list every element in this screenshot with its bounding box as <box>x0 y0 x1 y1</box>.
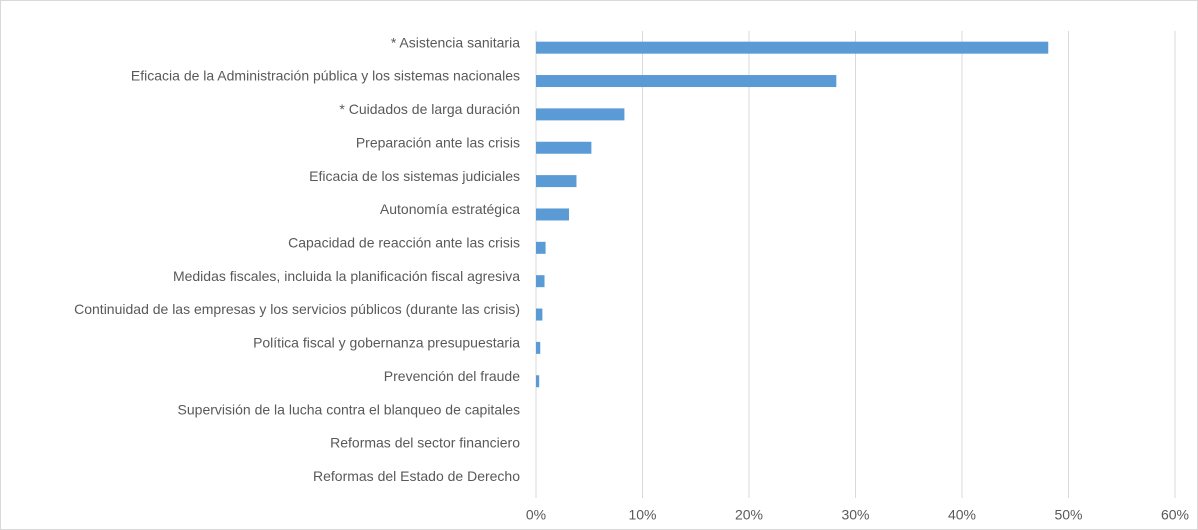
x-tick-label: 40% <box>948 507 976 523</box>
y-tick-label: Medidas fiscales, incluida la planificac… <box>173 268 520 284</box>
y-tick-label: Política fiscal y gobernanza presupuesta… <box>253 335 520 351</box>
x-tick-label: 20% <box>735 507 763 523</box>
bar <box>536 75 837 88</box>
bar <box>536 175 577 188</box>
bar <box>536 275 545 288</box>
y-tick-label: * Asistencia sanitaria <box>391 34 520 50</box>
bar <box>536 241 546 254</box>
bar <box>536 41 1049 54</box>
y-tick-label: Preparación ante las crisis <box>356 134 520 150</box>
y-tick-label: * Cuidados de larga duración <box>339 101 520 117</box>
bar <box>536 108 625 121</box>
bar <box>536 208 570 221</box>
bar <box>536 375 540 388</box>
y-tick-label: Continuidad de las empresas y los servic… <box>74 301 520 317</box>
y-tick-label: Eficacia de los sistemas judiciales <box>309 168 520 184</box>
bar <box>536 341 541 354</box>
x-tick-label: 60% <box>1161 507 1189 523</box>
y-tick-label: Eficacia de la Administración pública y … <box>131 68 520 84</box>
y-tick-label: Prevención del fraude <box>384 368 520 384</box>
y-tick-label: Reformas del sector financiero <box>330 435 520 451</box>
bar <box>536 308 543 321</box>
y-tick-label: Reformas del Estado de Derecho <box>313 468 520 484</box>
y-tick-label: Capacidad de reacción ante las crisis <box>288 235 520 251</box>
x-tick-label: 10% <box>628 507 656 523</box>
y-tick-label: Supervisión de la lucha contra el blanqu… <box>178 401 520 417</box>
y-tick-label: Autonomía estratégica <box>380 201 520 217</box>
x-tick-label: 30% <box>841 507 869 523</box>
x-tick-label: 50% <box>1054 507 1082 523</box>
bar <box>536 141 592 154</box>
x-tick-label: 0% <box>526 507 546 523</box>
